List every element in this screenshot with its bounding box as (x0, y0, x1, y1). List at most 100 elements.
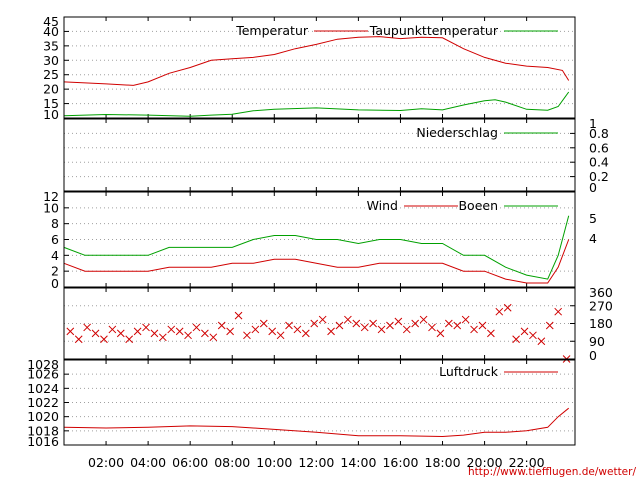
source-credit[interactable]: http://www.tiefflugen.de/wetter/ (468, 466, 636, 478)
direction-marker (419, 315, 428, 324)
direction-marker (201, 329, 209, 338)
direction-marker (276, 331, 285, 340)
direction-marker (487, 329, 495, 338)
panel-frame (63, 16, 576, 119)
direction-marker (251, 325, 260, 334)
series-line-wind (63, 239, 570, 284)
direction-marker (310, 319, 319, 328)
direction-marker (192, 323, 201, 332)
y-tick-label: 6 (51, 232, 59, 247)
y-tick-label: 1022 (27, 395, 59, 410)
direction-marker (335, 321, 344, 330)
direction-marker (436, 329, 445, 338)
direction-marker (411, 319, 420, 328)
y-tick-label: 12 (43, 189, 59, 204)
direction-marker (478, 321, 487, 330)
x-tick-label: 10:00 (256, 455, 292, 470)
legend-label: Wind (367, 198, 398, 213)
direction-marker (512, 335, 520, 344)
direction-marker (537, 337, 546, 346)
panel-frame (63, 359, 576, 446)
y-tick-label: 1018 (27, 423, 59, 438)
legend-label: Boeen (458, 198, 498, 213)
y-tick-label: 2 (51, 264, 59, 279)
y-tick-label: 360 (589, 285, 613, 300)
legend-label: Taupunkttemperatur (369, 23, 499, 38)
direction-marker (369, 319, 377, 328)
y-tick-label: 1016 (27, 434, 59, 449)
x-tick-label: 08:00 (214, 455, 250, 470)
direction-marker (226, 327, 234, 336)
y-tick-label: 0 (51, 276, 59, 291)
direction-marker (285, 321, 293, 330)
y-tick-label: 30 (43, 53, 59, 68)
precipitation-panel: 00.20.40.60.81 Niederschlag (63, 116, 609, 195)
direction-marker (360, 323, 369, 332)
legend-label: Niederschlag (416, 125, 498, 140)
direction-marker (100, 335, 108, 344)
y-tick-label: 0.8 (589, 126, 609, 141)
y-tick-label: 1020 (27, 409, 59, 424)
x-tick-label: 06:00 (172, 455, 208, 470)
y-tick-label: 10 (43, 107, 59, 122)
y-tick-label: 1 (589, 116, 597, 131)
y-tick-label: 35 (43, 38, 59, 53)
direction-marker (209, 333, 218, 342)
y-tick-label: 1024 (27, 381, 59, 396)
direction-marker (402, 325, 411, 334)
direction-marker (116, 329, 125, 338)
direction-marker (259, 319, 268, 328)
right-tick-label: 5 (589, 211, 597, 226)
y-tick-label: 270 (589, 298, 613, 313)
y-tick-label: 40 (43, 24, 59, 39)
direction-marker (125, 335, 134, 344)
y-tick-label: 0.2 (589, 169, 609, 184)
direction-marker (175, 327, 184, 336)
direction-marker (318, 315, 327, 324)
direction-marker (142, 323, 150, 332)
x-tick-label: 16:00 (382, 455, 418, 470)
direction-marker (352, 319, 361, 328)
direction-marker (301, 329, 310, 338)
direction-marker (133, 327, 142, 336)
direction-marker (453, 321, 462, 330)
series-line-taupunkttemperatur (63, 91, 570, 117)
series-line-boeen (63, 215, 570, 280)
y-tick-label: 0.4 (589, 155, 609, 170)
x-tick-label: 02:00 (88, 455, 124, 470)
direction-marker (234, 311, 243, 320)
direction-marker (91, 329, 100, 338)
direction-marker (327, 327, 335, 336)
direction-marker (217, 321, 226, 330)
direction-marker (243, 331, 251, 340)
y-tick-label: 0 (589, 180, 597, 195)
x-tick-label: 20:00 (467, 455, 503, 470)
direction-marker (428, 323, 436, 332)
y-tick-label: 90 (589, 334, 605, 349)
y-tick-label: 4 (51, 248, 59, 263)
y-tick-label: 8 (51, 216, 59, 231)
x-tick-label: 12:00 (298, 455, 334, 470)
direction-marker (344, 315, 352, 324)
y-tick-label: 1028 (27, 357, 59, 372)
direction-marker (377, 325, 386, 334)
direction-marker (66, 327, 75, 336)
panel-frame (63, 118, 576, 192)
y-tick-label: 45 (43, 14, 59, 29)
y-tick-label: 20 (43, 82, 59, 97)
right-tick-label: 4 (589, 231, 597, 246)
panel-frame (63, 287, 576, 360)
direction-marker (470, 325, 478, 334)
x-tick-label: 18:00 (425, 455, 461, 470)
y-tick-label: 15 (43, 96, 59, 111)
direction-marker (495, 307, 504, 316)
direction-marker (108, 325, 117, 334)
legend-label: Luftdruck (439, 364, 499, 379)
direction-marker (444, 319, 453, 328)
y-tick-label: 10 (43, 200, 59, 215)
